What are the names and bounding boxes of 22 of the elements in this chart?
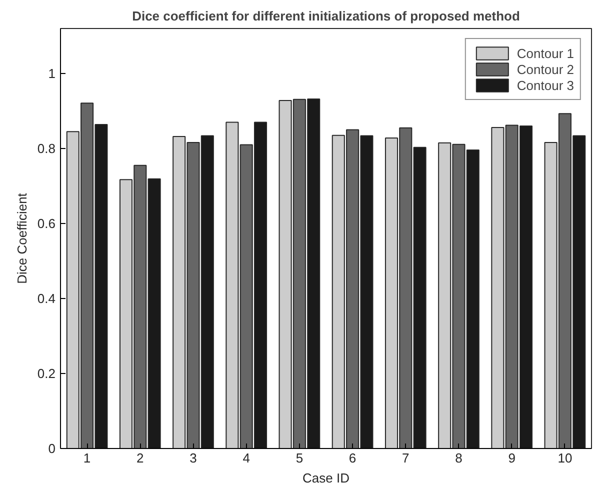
y-tick-label: 0 [48, 441, 56, 456]
x-axis-title: Case ID [302, 470, 350, 486]
x-tick-label: 1 [83, 450, 91, 466]
y-tick-label: 1 [48, 66, 56, 81]
x-tick-label: 4 [242, 450, 250, 466]
x-tick-label: 8 [455, 450, 462, 466]
y-tick-label: 0.6 [37, 216, 56, 231]
y-tick-label: 0.2 [37, 366, 56, 381]
legend-label: Contour 1 [516, 45, 574, 61]
y-axis-title: Dice Coefficient [14, 192, 30, 284]
x-tick-label: 5 [296, 450, 304, 466]
legend-label: Contour 2 [516, 61, 574, 77]
x-tick-label: 9 [508, 450, 516, 466]
x-tick-label: 7 [402, 450, 410, 466]
legend-label: Contour 3 [516, 77, 574, 93]
chart-title: Dice coefficient for different initializations of proposed method [132, 8, 520, 24]
x-tick-label: 2 [136, 450, 144, 466]
x-tick-label: 10 [558, 450, 572, 466]
y-tick-label: 0.8 [37, 141, 56, 156]
y-tick-label: 0.4 [37, 291, 56, 306]
x-tick-label: 6 [348, 450, 356, 466]
x-tick-label: 3 [190, 450, 197, 466]
